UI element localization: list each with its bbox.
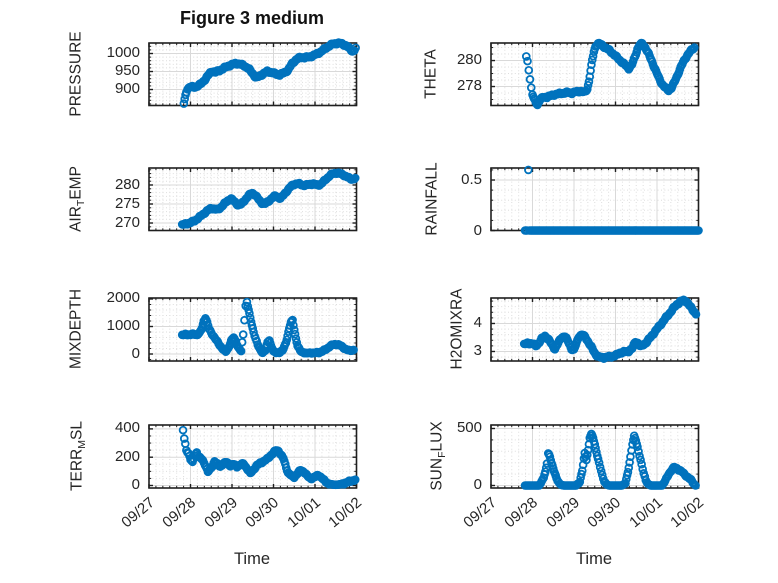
subplot-theta-canvas: [489, 38, 699, 109]
scatter-markers: [519, 295, 700, 363]
y-tick-label: 0.5: [461, 171, 482, 188]
subplot-sun_flux-canvas: [489, 423, 700, 490]
y-tick-label: 900: [114, 80, 140, 97]
y-tick-label: 200: [114, 447, 140, 465]
y-tick-label: 1000: [106, 317, 140, 334]
y-tick-label: 275: [114, 195, 140, 212]
scatter-markers: [177, 168, 360, 229]
y-tick-label: 0: [131, 475, 140, 493]
minor-grid: [490, 168, 698, 231]
axes-box-and-ticks: [147, 423, 357, 489]
scatter-markers: [520, 429, 700, 490]
y-tick-label: 280: [114, 175, 140, 193]
subplot-pressure-canvas: [147, 37, 360, 108]
y-tick-label: 270: [114, 214, 140, 231]
y-tick-label: 3: [473, 341, 482, 359]
xlabel-time-left: Time: [233, 550, 271, 568]
figure-title: Figure 3 medium: [179, 8, 325, 28]
xlabel-time-right: Time: [575, 550, 613, 568]
subplot-mixdepth-canvas: [147, 296, 358, 362]
subplot-rainfall-canvas: [489, 165, 703, 235]
y-tick-label: 0: [131, 344, 140, 362]
axes-box-and-ticks: [489, 296, 699, 362]
axes-box-and-ticks: [147, 167, 357, 232]
y-tick-label: 950: [114, 62, 140, 79]
y-tick-label: 4: [473, 313, 482, 331]
scatter-markers: [521, 38, 699, 109]
ylabel-subscript: F: [435, 451, 448, 458]
scatter-markers: [178, 425, 360, 489]
y-tick-label: 400: [114, 419, 140, 437]
y-tick-label: 0: [473, 476, 482, 493]
y-tick-label: 1000: [106, 44, 140, 61]
y-tick-label: 280: [456, 51, 482, 69]
subplot-h2omixra-canvas: [489, 295, 700, 363]
subplot-terr_msl-canvas: [147, 423, 360, 489]
scatter-markers: [177, 297, 358, 358]
y-tick-label: 278: [456, 77, 482, 95]
y-tick-label: 0: [473, 221, 482, 239]
y-tick-label: 500: [456, 419, 482, 436]
minor-grid: [148, 168, 356, 231]
y-tick-label: 2000: [106, 289, 140, 307]
scatter-markers: [179, 37, 360, 108]
subplot-air_temp-canvas: [147, 167, 360, 232]
scatter-markers: [520, 165, 703, 235]
axes-box-and-ticks: [147, 296, 357, 362]
